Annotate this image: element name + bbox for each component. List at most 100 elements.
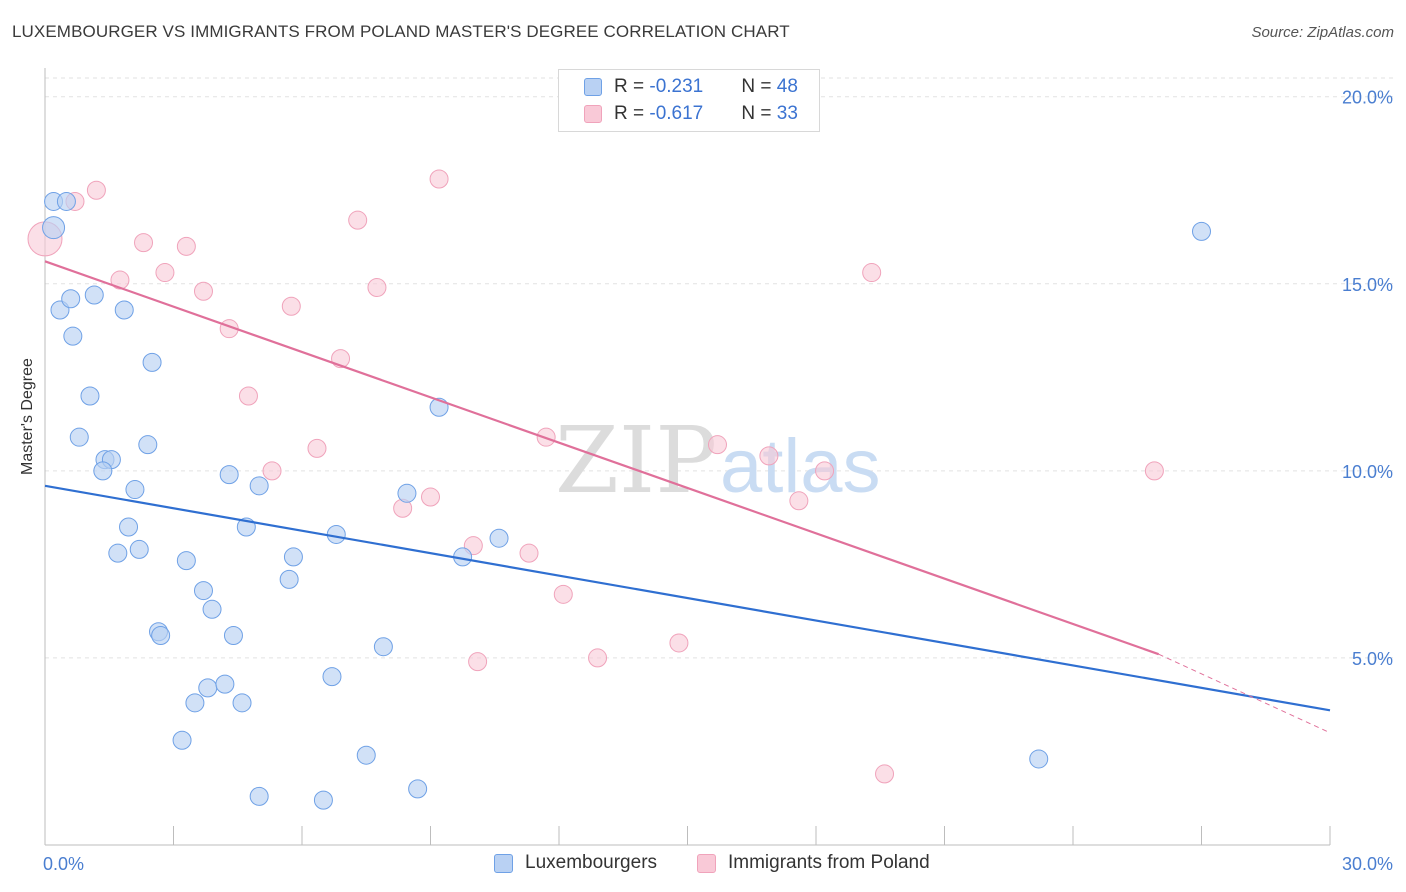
data-point-luxembourgers <box>397 483 417 503</box>
data-point-immigrants-from-poland <box>176 236 196 256</box>
data-point-immigrants-from-poland <box>707 435 727 455</box>
data-point-luxembourgers <box>1029 749 1049 769</box>
data-point-luxembourgers <box>63 326 83 346</box>
y-tick-label: 15.0% <box>1342 275 1393 295</box>
data-point-luxembourgers <box>119 517 139 537</box>
y-tick-label: 20.0% <box>1342 88 1393 108</box>
data-point-luxembourgers <box>1192 221 1211 241</box>
legend-n-label: N = <box>741 76 777 97</box>
data-point-luxembourgers <box>322 667 342 687</box>
data-point-immigrants-from-poland <box>110 270 130 290</box>
legend-r-label: R = <box>614 76 650 97</box>
data-point-immigrants-from-poland <box>588 648 608 668</box>
data-point-luxembourgers <box>202 599 222 619</box>
data-point-luxembourgers <box>356 745 376 765</box>
series-legend: Luxembourgers Immigrants from Poland <box>0 852 1406 878</box>
watermark-zip: ZIP <box>555 407 717 514</box>
y-tick-label: 10.0% <box>1342 462 1393 482</box>
data-point-immigrants-from-poland <box>193 281 213 301</box>
data-point-luxembourgers <box>138 435 158 455</box>
watermark: ZIP atlas <box>555 407 881 514</box>
data-point-luxembourgers <box>142 352 162 372</box>
trend-lines <box>44 260 1331 734</box>
data-point-immigrants-from-poland <box>429 169 449 189</box>
data-point-luxembourgers <box>129 539 149 559</box>
legend-swatch-blue <box>494 853 513 873</box>
data-point-immigrants-from-poland <box>238 386 258 406</box>
legend-n-value: 33 <box>776 103 798 124</box>
legend-r-label: R = <box>614 103 650 124</box>
data-point-luxembourgers <box>151 625 171 645</box>
data-point-luxembourgers <box>69 427 89 447</box>
data-point-luxembourgers <box>114 300 134 320</box>
data-point-immigrants-from-poland <box>1144 461 1164 481</box>
data-point-immigrants-from-poland <box>155 263 175 283</box>
trend-line-extension-immigrants-from-poland <box>1158 653 1331 734</box>
data-point-immigrants-from-poland <box>262 461 282 481</box>
correlation-legend: R = -0.231 N = 48 R = -0.617 N = 33 <box>558 69 820 132</box>
data-point-immigrants-from-poland <box>468 652 488 672</box>
series-immigrants-from-poland <box>27 169 1164 784</box>
data-point-immigrants-from-poland <box>367 278 387 298</box>
legend-n-value: 48 <box>776 76 798 97</box>
data-point-luxembourgers <box>42 216 66 240</box>
data-point-immigrants-from-poland <box>815 461 835 481</box>
legend-item-immigrants-from-poland: Immigrants from Poland <box>697 852 930 874</box>
legend-label: Immigrants from Poland <box>728 852 930 873</box>
y-tick-label: 5.0% <box>1352 649 1393 669</box>
data-point-luxembourgers <box>313 790 333 810</box>
data-point-immigrants-from-poland <box>519 543 539 563</box>
data-point-luxembourgers <box>193 581 213 601</box>
data-point-luxembourgers <box>176 551 196 571</box>
tick-labels: 5.0% 10.0% 15.0% 20.0% 0.0% 30.0% <box>43 88 1393 874</box>
grid-lines <box>45 77 1395 659</box>
data-point-immigrants-from-poland <box>875 764 895 784</box>
legend-r-value: -0.617 <box>649 103 704 124</box>
data-point-luxembourgers <box>249 476 269 496</box>
trend-line-immigrants-from-poland <box>44 260 1160 656</box>
data-point-luxembourgers <box>489 528 509 548</box>
data-point-luxembourgers <box>172 730 192 750</box>
data-point-immigrants-from-poland <box>421 487 440 507</box>
data-point-immigrants-from-poland <box>862 263 882 283</box>
data-point-luxembourgers <box>93 461 113 481</box>
data-point-luxembourgers <box>219 465 239 485</box>
legend-n-label: N = <box>741 103 777 124</box>
data-point-luxembourgers <box>185 693 205 713</box>
data-point-luxembourgers <box>56 191 76 211</box>
legend-r-value: -0.231 <box>649 76 704 97</box>
chart-title: LUXEMBOURGER VS IMMIGRANTS FROM POLAND M… <box>12 22 790 41</box>
x-tick-label: 0.0% <box>43 854 84 874</box>
data-point-immigrants-from-poland <box>789 491 809 511</box>
x-tick-label: 30.0% <box>1342 854 1393 874</box>
legend-row-luxembourgers: R = -0.231 N = 48 <box>584 76 798 98</box>
data-point-immigrants-from-poland <box>281 296 301 316</box>
data-point-immigrants-from-poland <box>669 633 689 653</box>
data-point-luxembourgers <box>198 678 218 698</box>
data-point-luxembourgers <box>326 524 346 544</box>
legend-swatch-pink <box>584 105 602 123</box>
source-label: Source: ZipAtlas.com <box>1251 24 1394 41</box>
series-luxembourgers <box>42 191 1211 810</box>
data-point-immigrants-from-poland <box>86 180 106 200</box>
data-point-immigrants-from-poland <box>759 446 779 466</box>
data-point-luxembourgers <box>232 693 252 713</box>
data-point-luxembourgers <box>108 543 128 563</box>
legend-label: Luxembourgers <box>525 852 658 873</box>
data-point-immigrants-from-poland <box>553 584 573 604</box>
data-point-luxembourgers <box>215 674 235 694</box>
trend-line-luxembourgers <box>44 484 1331 712</box>
data-point-luxembourgers <box>249 786 269 806</box>
data-point-luxembourgers <box>125 480 145 500</box>
legend-swatch-blue <box>584 78 602 96</box>
data-point-luxembourgers <box>61 289 81 309</box>
legend-row-immigrants-from-poland: R = -0.617 N = 33 <box>584 103 798 125</box>
legend-item-luxembourgers: Luxembourgers <box>494 852 657 874</box>
data-point-luxembourgers <box>279 569 299 589</box>
data-point-luxembourgers <box>84 285 104 305</box>
data-point-immigrants-from-poland <box>348 210 368 230</box>
data-point-luxembourgers <box>283 547 303 567</box>
data-point-luxembourgers <box>80 386 100 406</box>
data-point-luxembourgers <box>223 625 243 645</box>
